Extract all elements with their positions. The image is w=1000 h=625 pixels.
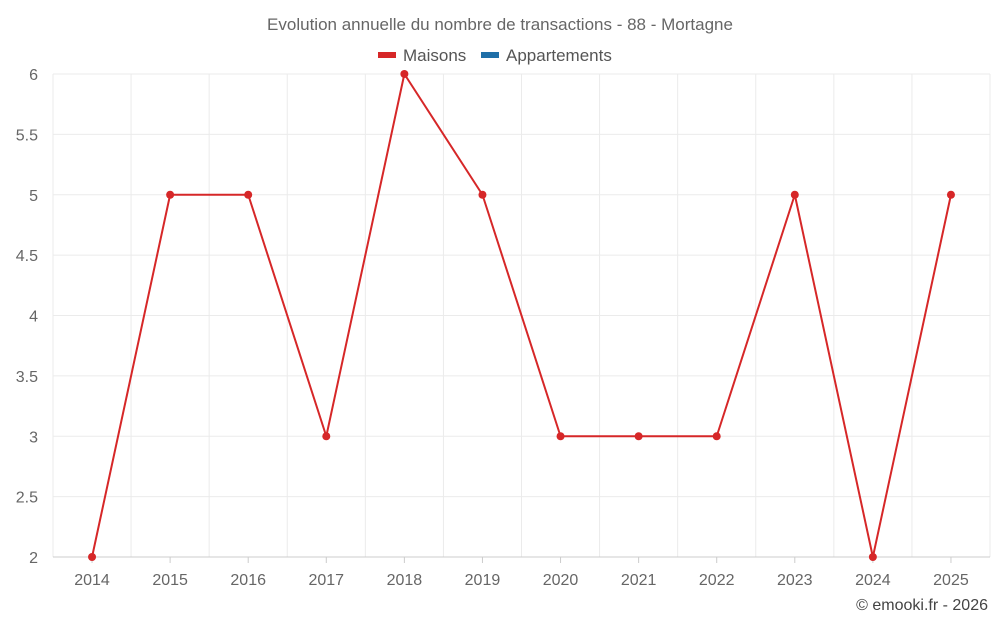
- data-point[interactable]: [166, 190, 175, 199]
- data-point[interactable]: [556, 432, 565, 441]
- data-point[interactable]: [244, 190, 253, 199]
- x-axis-ticks: 2014 2015 2016 2017 2018 2019 2020 2021 2022 2023…: [74, 557, 969, 589]
- legend-swatch-maisons: [378, 52, 396, 58]
- legend: Maisons Appartements: [378, 46, 612, 65]
- y-tick-label: 2.5: [16, 490, 38, 507]
- legend-swatch-appartements: [481, 52, 499, 58]
- x-tick-label: 2019: [465, 572, 501, 589]
- x-tick-label: 2025: [933, 572, 969, 589]
- data-point[interactable]: [478, 190, 487, 199]
- series-line-maisons: [91, 73, 952, 558]
- data-point[interactable]: [712, 432, 721, 441]
- y-tick-label: 4.5: [16, 248, 38, 265]
- y-tick-label: 5: [29, 188, 38, 205]
- data-point[interactable]: [946, 190, 955, 199]
- y-tick-label: 3: [29, 429, 38, 446]
- x-tick-label: 2022: [699, 572, 735, 589]
- x-tick-label: 2017: [308, 572, 344, 589]
- x-tick-label: 2020: [543, 572, 579, 589]
- x-tick-label: 2015: [152, 572, 188, 589]
- legend-label-appartements: Appartements: [506, 46, 612, 65]
- y-tick-label: 3.5: [16, 369, 38, 386]
- x-tick-label: 2024: [855, 572, 891, 589]
- data-point[interactable]: [400, 70, 409, 78]
- x-tick-label: 2021: [621, 572, 657, 589]
- data-point[interactable]: [790, 190, 799, 199]
- chart-title: Evolution annuelle du nombre de transact…: [267, 15, 733, 34]
- y-tick-label: 2: [29, 550, 38, 567]
- legend-item-appartements[interactable]: Appartements: [481, 46, 612, 65]
- series-maisons: [88, 70, 955, 561]
- y-tick-label: 6: [29, 67, 38, 84]
- data-point[interactable]: [322, 432, 331, 441]
- data-point[interactable]: [88, 553, 97, 561]
- data-point[interactable]: [634, 432, 643, 441]
- y-tick-label: 5.5: [16, 127, 38, 144]
- legend-label-maisons: Maisons: [403, 46, 466, 65]
- credit-text: © emooki.fr - 2026: [856, 597, 988, 614]
- x-tick-label: 2014: [74, 572, 110, 589]
- x-tick-label: 2016: [230, 572, 266, 589]
- x-tick-label: 2018: [387, 572, 423, 589]
- y-tick-label: 4: [29, 309, 38, 326]
- legend-item-maisons[interactable]: Maisons: [378, 46, 466, 65]
- y-axis-ticks: 2 2.5 3 3.5 4 4.5 5 5.5 6: [16, 67, 38, 567]
- x-tick-label: 2023: [777, 572, 813, 589]
- data-point[interactable]: [868, 553, 877, 561]
